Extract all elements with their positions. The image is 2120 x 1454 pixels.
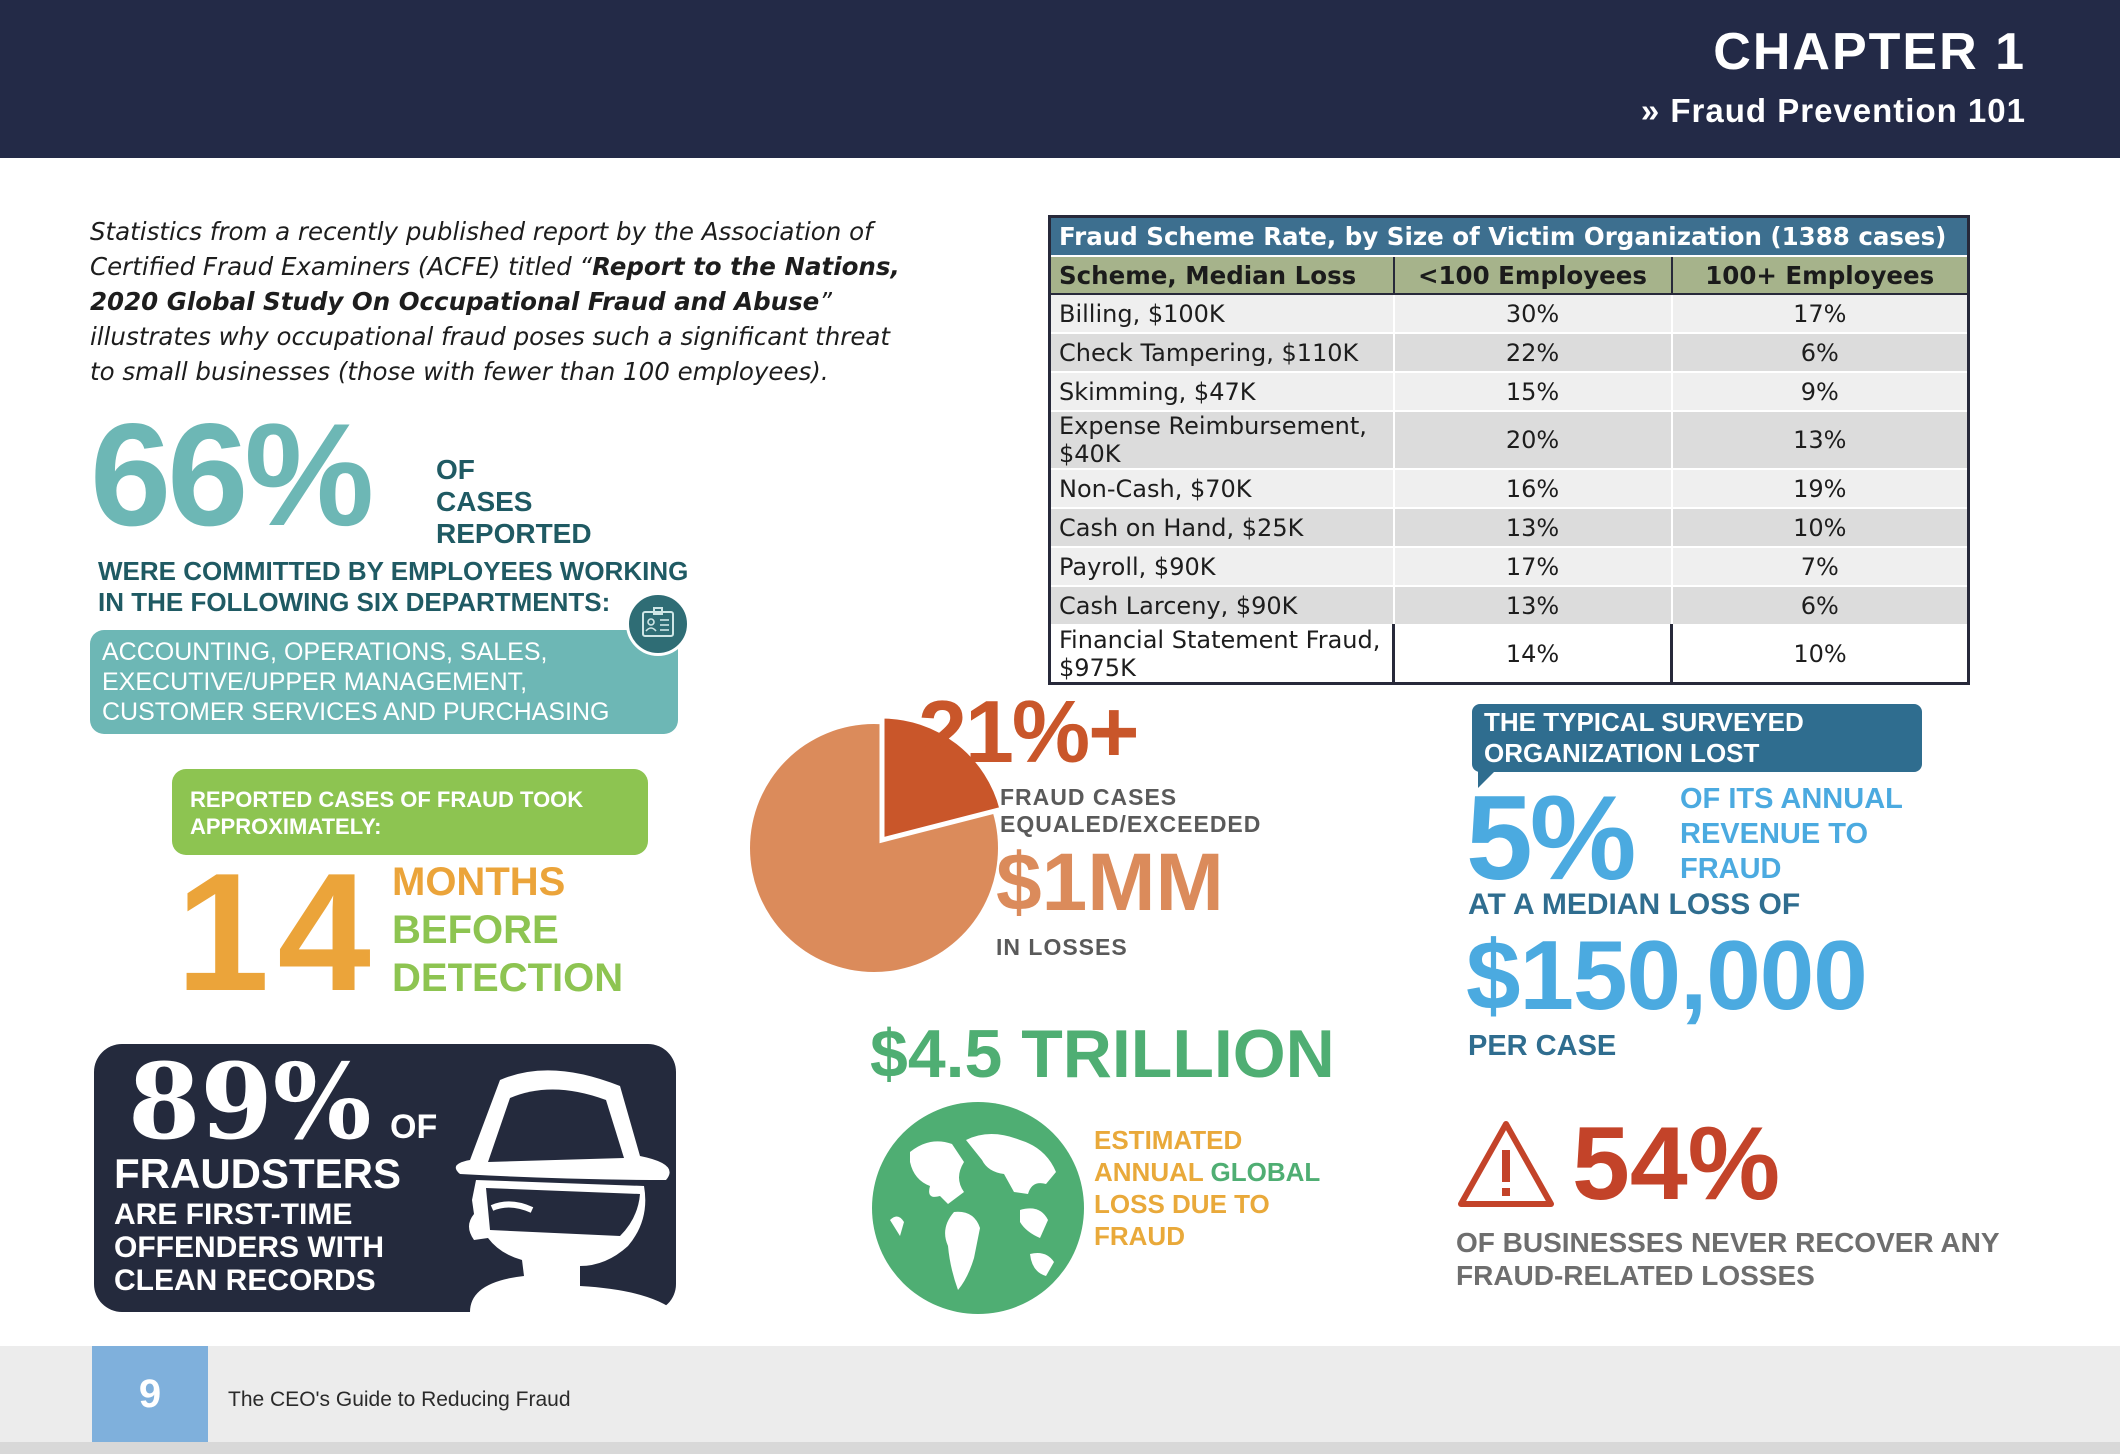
stat-4-5-trillion: $4.5 TRILLION bbox=[870, 1016, 1335, 1092]
fraud-cases-pie-chart bbox=[750, 718, 1006, 972]
table-row: Payroll, $90K 17% 7% bbox=[1048, 546, 1970, 587]
months-label: MONTHS bbox=[392, 860, 566, 904]
departments-box: ACCOUNTING, OPERATIONS, SALES, EXECUTIVE… bbox=[90, 630, 678, 734]
table-row: Cash Larceny, $90K 13% 6% bbox=[1048, 585, 1970, 626]
table-title: Fraud Scheme Rate, by Size of Victim Org… bbox=[1048, 215, 1970, 257]
stat-5-percent: 5% bbox=[1466, 771, 1636, 905]
stat-1mm: $1MM bbox=[996, 837, 1224, 928]
annual-revenue-label: OF ITS ANNUAL REVENUE TO FRAUD bbox=[1680, 783, 1903, 885]
detection-tag: REPORTED CASES OF FRAUD TOOK APPROXIMATE… bbox=[172, 769, 648, 855]
globe-icon bbox=[872, 1102, 1084, 1314]
page-footer bbox=[0, 1346, 2120, 1454]
table-row: Expense Reimbursement, $40K 20% 13% bbox=[1048, 410, 1970, 470]
stat-66-percent: 66% bbox=[90, 393, 374, 556]
detective-icon bbox=[455, 1070, 676, 1312]
never-recover-label: OF BUSINESSES NEVER RECOVER ANY FRAUD-RE… bbox=[1456, 1227, 2000, 1291]
stat-14: 14 bbox=[176, 838, 379, 1026]
footer-rule bbox=[0, 1442, 2120, 1454]
chapter-header: CHAPTER 1 » Fraud Prevention 101 bbox=[0, 0, 2120, 158]
of-cases-reported: OF CASES REPORTED bbox=[436, 454, 592, 549]
median-loss-label: AT A MEDIAN LOSS OF bbox=[1468, 888, 1801, 921]
stat-89-percent: 89% bbox=[128, 1040, 372, 1163]
table-row: Financial Statement Fraud, $975K 14% 10% bbox=[1048, 624, 1970, 685]
intro-paragraph: Statistics from a recently published rep… bbox=[90, 217, 900, 386]
table-row: Billing, $100K 30% 17% bbox=[1048, 293, 1970, 334]
typical-organization-tag: THE TYPICAL SURVEYED ORGANIZATION LOST bbox=[1472, 704, 1922, 772]
before-detection-label: BEFORE DETECTION bbox=[392, 908, 624, 1000]
id-badge-icon bbox=[626, 592, 690, 656]
stat-21-percent: 21%+ bbox=[918, 682, 1140, 781]
fraudsters-label: FRAUDSTERS bbox=[114, 1150, 402, 1197]
tag-pointer bbox=[1478, 770, 1496, 788]
per-case-label: PER CASE bbox=[1468, 1030, 1617, 1062]
table-row: Non-Cash, $70K 16% 19% bbox=[1048, 468, 1970, 509]
of-label: OF bbox=[390, 1108, 438, 1146]
table-row: Cash on Hand, $25K 13% 10% bbox=[1048, 507, 1970, 548]
warning-icon bbox=[1458, 1121, 1554, 1207]
estimated-loss-label: ESTIMATED ANNUAL GLOBAL LOSS DUE TO FRAU… bbox=[1094, 1125, 1321, 1251]
pie-slice-21 bbox=[879, 718, 1006, 844]
chapter-subtitle: » Fraud Prevention 101 bbox=[1640, 92, 2026, 129]
stat-54-percent: 54% bbox=[1572, 1106, 1781, 1222]
in-losses-label: IN LOSSES bbox=[996, 934, 1128, 960]
fraud-cases-label: FRAUD CASES EQUALED/EXCEEDED bbox=[1000, 784, 1262, 837]
table-row: Check Tampering, $110K 22% 6% bbox=[1048, 332, 1970, 373]
committed-by-text: WERE COMMITTED BY EMPLOYEES WORKING IN T… bbox=[98, 556, 689, 617]
table-header-scheme: Scheme, Median Loss bbox=[1048, 255, 1395, 295]
table-header-small: <100 Employees bbox=[1392, 255, 1673, 295]
guide-title: The CEO's Guide to Reducing Fraud bbox=[228, 1388, 571, 1411]
table-header-large: 100+ Employees bbox=[1670, 255, 1970, 295]
report-title: Report to the Nations, 2020 Global Study… bbox=[90, 252, 900, 316]
stat-150000: $150,000 bbox=[1466, 920, 1868, 1030]
first-time-offenders-text: ARE FIRST-TIME OFFENDERS WITH CLEAN RECO… bbox=[114, 1198, 384, 1297]
fraud-scheme-table: Fraud Scheme Rate, by Size of Victim Org… bbox=[1048, 215, 1970, 685]
page-number: 9 bbox=[92, 1346, 208, 1442]
table-row: Skimming, $47K 15% 9% bbox=[1048, 371, 1970, 412]
chapter-title: CHAPTER 1 bbox=[1713, 23, 2026, 81]
